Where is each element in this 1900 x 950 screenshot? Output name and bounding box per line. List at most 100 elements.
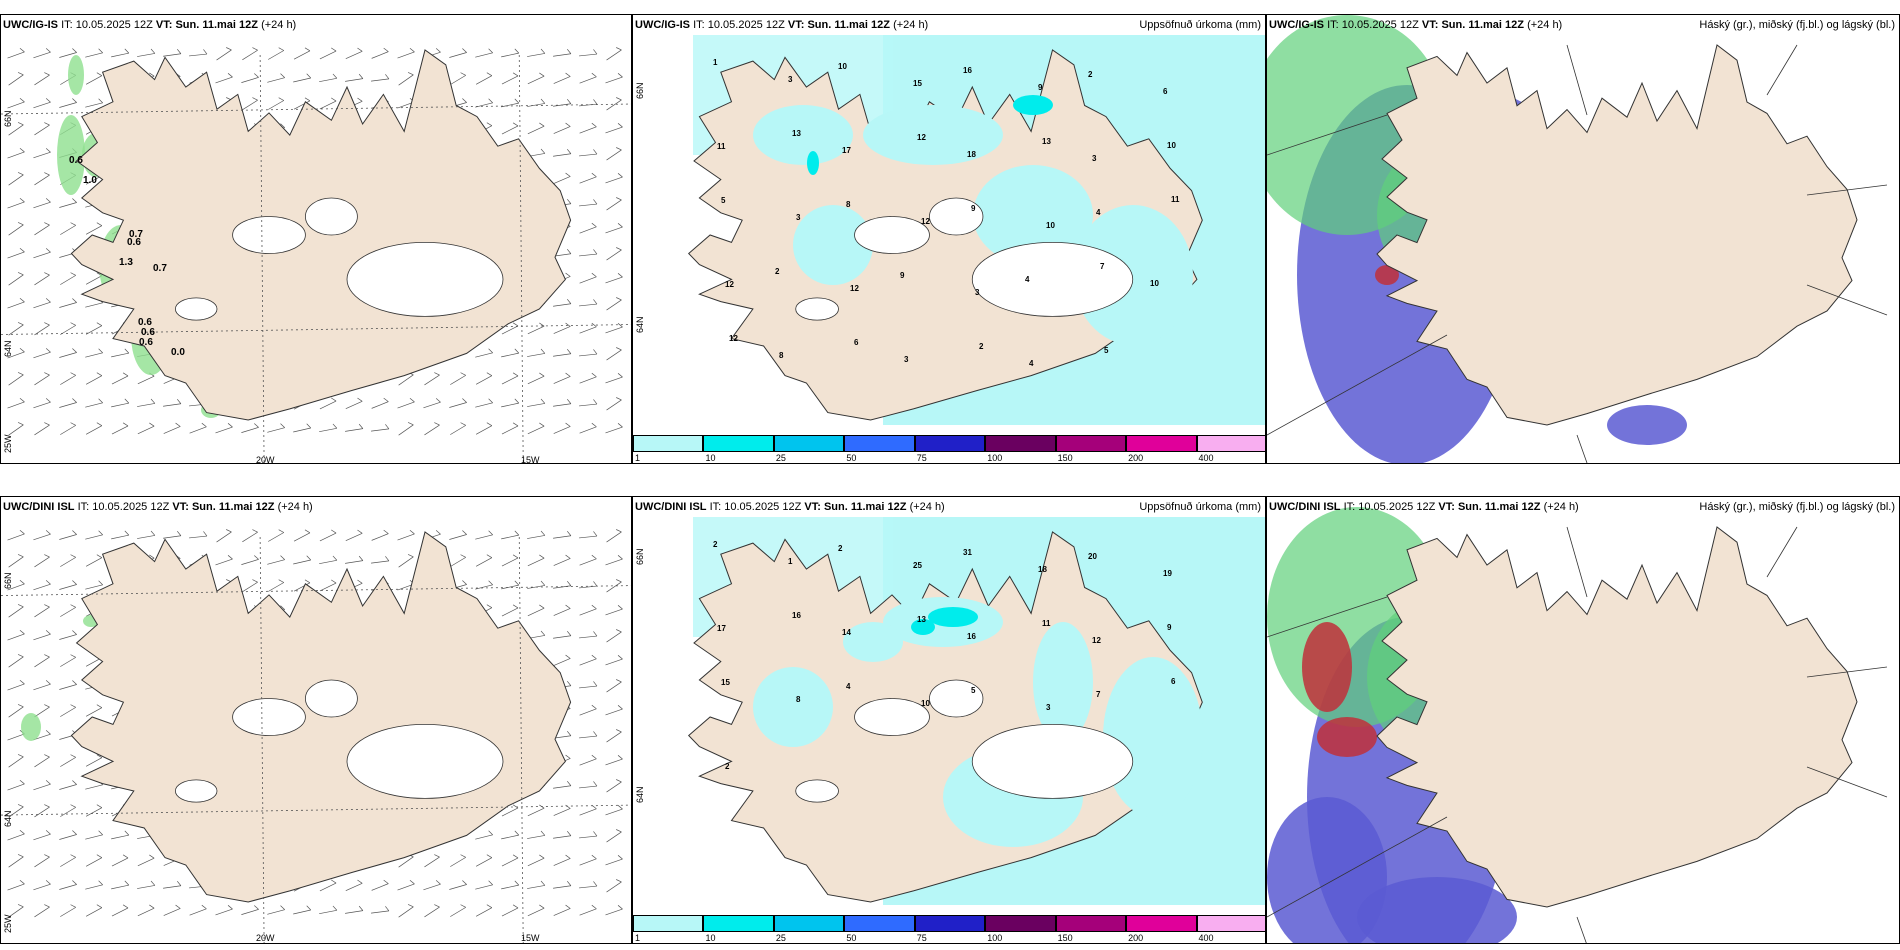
gust-value: 0.6 <box>69 155 83 166</box>
precip-value: 2 <box>725 762 730 771</box>
wind-barb <box>241 73 259 83</box>
graticule <box>259 54 265 463</box>
graticule <box>1806 666 1888 678</box>
wind-barb <box>189 422 207 434</box>
wind-barb <box>111 372 129 385</box>
wind-barb <box>605 423 623 434</box>
wind-barb <box>215 555 233 566</box>
wind-barb <box>7 779 25 791</box>
lat-label: 64N <box>3 810 13 827</box>
gust-value: 0.7 <box>129 229 143 240</box>
gust-value: 0.6 <box>138 317 152 328</box>
precip-value: 3 <box>904 355 909 364</box>
wind-barb <box>501 348 520 358</box>
lon-label: 20W <box>256 455 275 464</box>
colorbar-cell <box>703 915 774 932</box>
lat-label: 64N <box>635 316 645 333</box>
wind-barb <box>450 72 466 85</box>
iceland-land <box>70 531 572 903</box>
lat-label: 66N <box>3 572 13 589</box>
mid-cloud <box>1607 405 1687 445</box>
glacier <box>854 216 930 254</box>
wind-barb <box>606 347 622 361</box>
lon-label: 15W <box>521 933 540 943</box>
wind-barb <box>605 123 623 134</box>
wind-barb <box>163 48 182 57</box>
glacier <box>174 779 218 803</box>
wind-barb <box>475 72 493 85</box>
wind-barb <box>111 422 129 435</box>
colorbar-cell <box>773 915 845 932</box>
wind-barb <box>553 780 572 789</box>
graticule <box>1 804 631 816</box>
precip-value: 2 <box>775 267 780 276</box>
precip-value: 7 <box>1096 690 1101 699</box>
wind-barb <box>85 880 103 890</box>
precip-value: 3 <box>1046 703 1051 712</box>
wind-barb <box>33 298 51 309</box>
wind-barb <box>293 47 311 60</box>
wind-barb <box>319 905 338 915</box>
iceland-land <box>70 49 572 421</box>
wind-barb <box>527 530 546 539</box>
wind-barb <box>579 399 598 407</box>
wind-barb <box>553 554 571 566</box>
precip-value: 17 <box>842 146 851 155</box>
wind-barb <box>137 854 155 867</box>
panel-subtitle: Háský (gr.), miðský (fj.bl.) og lágský (… <box>1699 501 1895 513</box>
wind-barb <box>501 830 520 840</box>
wind-barb <box>34 604 50 618</box>
wind-barb <box>501 554 519 567</box>
graticule <box>1 324 631 335</box>
wind-barb <box>579 754 597 766</box>
wind-barb <box>345 905 364 914</box>
wind-barb <box>60 554 76 567</box>
wind-barb <box>527 554 545 567</box>
glacier <box>174 297 218 321</box>
panel-header: UWC/DINI ISL IT: 10.05.2025 12Z VT: Sun.… <box>3 501 313 513</box>
low-cloud <box>1375 265 1399 285</box>
graticule <box>1 103 631 115</box>
wind-barb <box>33 198 51 209</box>
colorbar-cell <box>1196 435 1265 452</box>
wind-barb <box>7 579 25 591</box>
wind-barb <box>527 372 545 385</box>
graticule <box>1 585 631 596</box>
wind-barb <box>579 122 597 134</box>
wind-barb <box>242 579 258 593</box>
wind-barb <box>85 554 103 567</box>
gust-value: 1.3 <box>119 257 133 268</box>
wind-barb <box>606 579 622 593</box>
precip-area <box>753 667 833 747</box>
wind-barb <box>371 47 389 59</box>
precip-value: 18 <box>1038 565 1047 574</box>
wind-barb <box>34 904 50 918</box>
precip-value: 8 <box>846 200 851 209</box>
gust-value: 1.0 <box>83 175 97 186</box>
wind-barb <box>579 531 598 539</box>
wind-barb <box>137 398 156 407</box>
wind-barb <box>111 854 129 867</box>
glacier <box>304 679 358 718</box>
wind-barb <box>137 48 156 57</box>
wind-barb <box>60 854 76 867</box>
wind-barb <box>7 47 25 59</box>
wind-barb <box>475 580 493 590</box>
wind-barb <box>553 654 571 666</box>
wind-barb <box>501 122 519 135</box>
wind-barb <box>34 222 50 236</box>
wind-barb <box>59 580 77 590</box>
precip-value: 2 <box>1088 70 1093 79</box>
wind-barb <box>34 854 50 868</box>
wind-barb <box>424 372 440 386</box>
wind-barb <box>449 530 467 540</box>
map-panel-dini-cloud: UWC/DINI ISL IT: 10.05.2025 12Z VT: Sun.… <box>1266 496 1900 944</box>
precip-value: 12 <box>725 280 734 289</box>
cloud-map <box>1267 507 1888 943</box>
low-cloud <box>1317 717 1377 757</box>
wind-barb <box>579 72 597 84</box>
map-panel-dini-wind: UWC/DINI ISL IT: 10.05.2025 12Z VT: Sun.… <box>0 496 632 944</box>
wind-barb <box>163 880 182 889</box>
glacier <box>346 241 504 317</box>
